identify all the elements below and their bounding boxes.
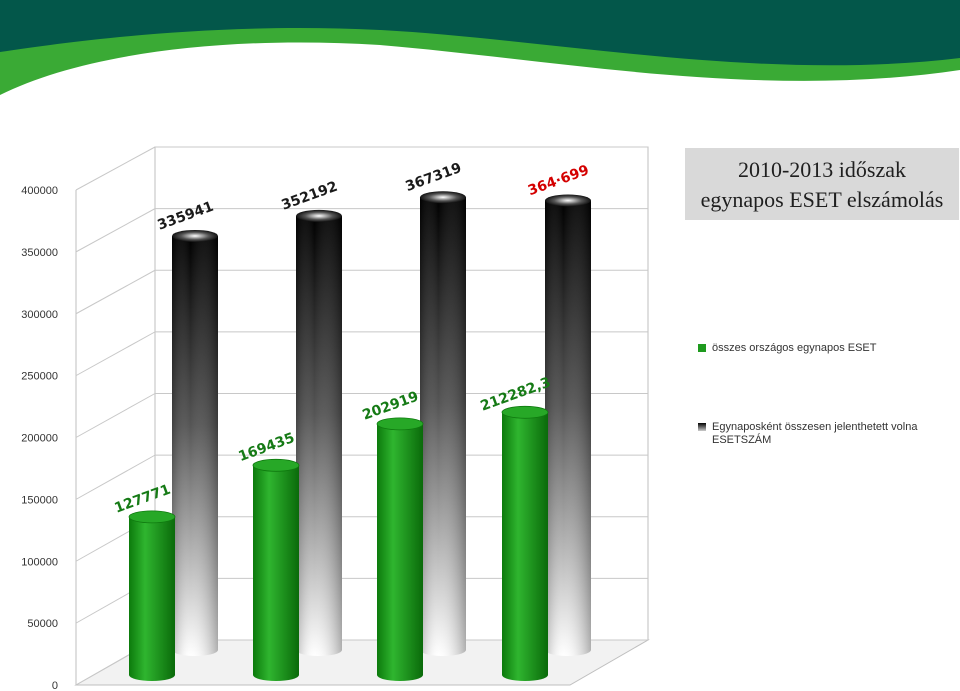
legend-item-black: Egynaposként összesen jelenthetett volna… (698, 421, 938, 447)
legend-item-green: összes országos egynapos ESET (698, 342, 876, 354)
chart-title-line1: 2010-2013 időszak (737, 157, 907, 182)
data-label-black: 364·699 (526, 162, 591, 199)
y-tick-label: 350000 (21, 247, 58, 259)
bar-green (502, 412, 548, 681)
bar-black-top (172, 229, 218, 242)
bar-green-top (501, 405, 549, 419)
gridline-side (75, 208, 156, 253)
bar-green (377, 423, 423, 681)
chart-title-line2: egynapos ESET elszámolás (700, 187, 944, 212)
gridline-side (75, 269, 156, 315)
bar-green (253, 465, 299, 681)
legend-swatch-black (698, 423, 706, 431)
chart-title-box: 2010-2013 időszak egynapos ESET elszámol… (685, 148, 959, 220)
y-tick-label: 50000 (27, 618, 58, 630)
gridline-side (75, 146, 156, 191)
data-label-black: 335941 (155, 199, 215, 234)
data-label-black: 367319 (403, 160, 463, 195)
legend-label-black: Egynaposként összesen jelenthetett volna… (712, 421, 918, 446)
bar-green (129, 516, 175, 681)
bar-black-shade (545, 200, 591, 656)
y-tick-label: 100000 (21, 556, 58, 568)
y-tick-label: 0 (52, 680, 58, 691)
bar-black-top (545, 194, 591, 207)
y-tick-label: 300000 (21, 309, 58, 321)
bar-green-top (128, 510, 176, 524)
bar-black-top (420, 191, 466, 204)
bar-black-shade (420, 197, 466, 656)
gridline-side (75, 454, 156, 500)
header-banner (0, 0, 960, 110)
bar-black-shade (296, 215, 342, 657)
bar-black-shade (172, 235, 218, 657)
y-tick-label: 150000 (21, 494, 58, 506)
gridline-side (75, 393, 156, 438)
bar-green-top (252, 458, 300, 472)
bar-green-top (376, 417, 424, 431)
y-tick-label: 400000 (21, 185, 58, 197)
legend-swatch-green (698, 344, 706, 353)
bar-black-top (296, 209, 342, 222)
banner-dark-wave (0, 0, 960, 66)
legend-label-green: összes országos egynapos ESET (712, 342, 877, 354)
y-tick-label: 200000 (21, 433, 58, 445)
gridline-side (75, 331, 156, 377)
y-tick-label: 250000 (21, 371, 58, 383)
